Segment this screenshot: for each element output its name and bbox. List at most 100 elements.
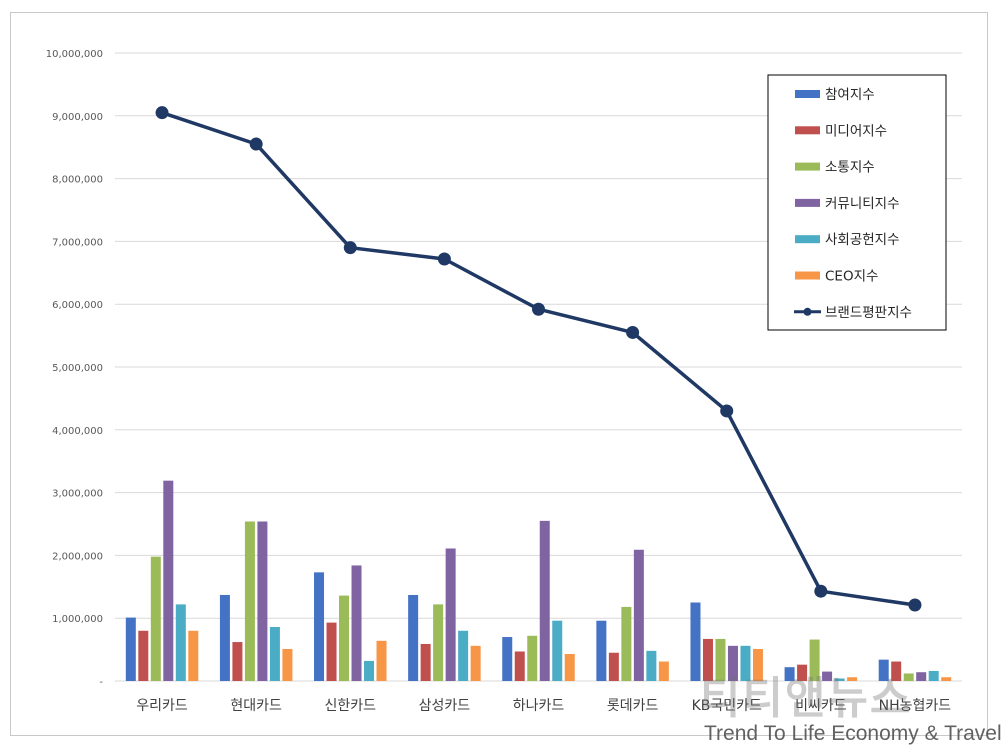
bar-6-9 [941,677,952,681]
x-tick-label: 현대카드 [230,698,282,714]
y-tick-label: 8,000,000 [52,175,103,186]
bar-2-9 [891,661,902,681]
bar-2-5 [514,651,525,681]
legend-swatch-2 [795,126,820,135]
x-tick-label: 롯데카드 [607,698,659,714]
bar-4-1 [163,480,174,681]
bar-series [125,480,952,681]
legend-swatch-4 [795,198,820,207]
bar-2-1 [138,630,149,681]
bar-1-1 [125,617,136,681]
brand-index-point-4 [437,252,451,266]
bar-1-3 [314,572,325,681]
y-tick-label: 2,000,000 [52,551,103,562]
x-tick-label: 하나카드 [513,698,565,714]
bar-1-4 [408,594,419,681]
bar-1-9 [878,659,889,681]
y-tick-label: 3,000,000 [52,489,103,500]
bar-3-3 [339,595,350,681]
bar-2-7 [702,638,713,681]
legend-label-2: 미디어지수 [825,123,887,139]
bar-4-3 [351,565,362,681]
brand-index-point-3 [343,241,357,255]
y-tick-label: 4,000,000 [52,426,103,437]
bar-3-6 [621,606,632,681]
bar-3-5 [527,635,538,681]
y-axis-ticks: - 1,000,000 2,000,000 3,000,000 4,000,000 5,0… [46,49,104,688]
y-tick-label: 10,000,000 [46,49,103,60]
legend-marker [803,307,812,316]
brand-index-point-7 [720,404,734,418]
bar-6-2 [282,648,293,681]
brand-index-point-1 [155,106,169,120]
bar-5-1 [175,604,186,681]
bar-2-2 [232,642,243,681]
bar-6-5 [564,653,575,681]
bar-4-7 [727,645,738,681]
bar-6-8 [847,677,858,681]
y-tick-label: 6,000,000 [52,300,103,311]
y-tick-label: 5,000,000 [52,363,103,374]
chart-frame [10,12,988,736]
bar-5-7 [740,645,751,681]
legend-label-4: 커뮤니티지수 [825,196,900,212]
x-tick-label: 비씨카드 [795,698,847,714]
y-tick-label: 7,000,000 [52,237,103,248]
bar-4-9 [916,672,927,681]
brand-index-point-5 [532,302,545,316]
bar-2-6 [608,652,619,681]
legend-swatch-1 [795,90,820,98]
x-tick-label: 삼성카드 [419,698,471,714]
bar-1-5 [502,637,513,681]
legend-swatch-3 [795,162,820,171]
x-axis-ticks: 우리카드 현대카드 신한카드 삼성카드 하나카드 롯데카드 KB국민카드 비씨카드 NH농협카드 [136,698,951,714]
bar-6-3 [376,640,387,681]
x-tick-label: KB국민카드 [692,698,762,714]
legend-label-5: 사회공헌지수 [825,232,900,248]
bar-4-5 [539,520,550,681]
bar-5-8 [834,678,845,681]
legend-swatch-6 [795,271,820,280]
brand-index-point-2 [249,137,263,151]
y-tick-label: 1,000,000 [52,614,103,625]
bar-2-8 [797,664,808,681]
legend-label-6: CEO지수 [825,269,878,285]
brand-index-point-6 [626,325,640,339]
bar-3-8 [809,639,820,681]
bar-5-9 [928,670,939,681]
bar-4-6 [633,549,644,681]
bar-3-7 [715,638,726,681]
bar-4-8 [822,671,833,681]
brand-index-point-8 [814,584,828,598]
bar-1-6 [596,620,607,681]
bar-5-2 [269,626,280,681]
bar-1-2 [219,594,230,681]
bar-5-3 [364,660,375,681]
line-series [155,106,922,612]
bar-6-4 [470,645,481,681]
bar-5-5 [552,620,563,681]
brand-index-point-9 [908,598,922,612]
bar-6-6 [658,661,669,681]
bar-2-4 [420,643,431,681]
x-tick-label: 신한카드 [325,698,377,714]
x-tick-label: 우리카드 [136,698,188,714]
bar-2-3 [326,622,337,681]
x-tick-label: NH농협카드 [879,698,952,714]
bar-3-9 [903,673,914,681]
bar-3-2 [244,521,255,681]
bar-1-7 [690,602,701,681]
y-tick-label: 9,000,000 [52,112,103,123]
bar-6-7 [752,648,763,681]
legend-label-7: 브랜드평판지수 [825,305,912,321]
bar-3-1 [150,556,161,681]
y-tick-label: - [99,677,103,688]
bar-1-8 [784,667,795,681]
legend-label-3: 소통지수 [825,160,875,176]
legend-label-1: 참여지수 [825,87,875,103]
bar-4-4 [445,548,456,681]
bar-5-4 [458,630,469,681]
bar-5-6 [646,650,657,681]
